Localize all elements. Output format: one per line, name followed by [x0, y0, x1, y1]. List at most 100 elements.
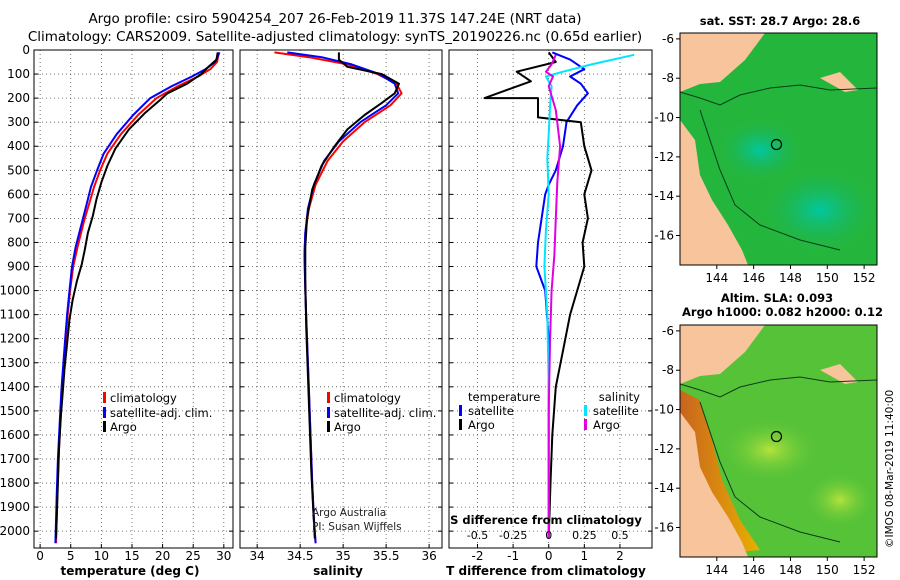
- depth-tick-label: 1700: [0, 452, 30, 466]
- depth-tick-label: 1400: [0, 380, 30, 394]
- latitude-tick-label: -16: [654, 229, 674, 243]
- depth-tick-label: 1300: [0, 356, 30, 370]
- depth-tick-label: 1000: [0, 284, 30, 298]
- series-line-argo: [304, 52, 400, 539]
- depth-tick-label: 600: [7, 187, 30, 201]
- longitude-tick-label: 152: [853, 563, 876, 577]
- latitude-tick-label: -10: [654, 111, 674, 125]
- salinity-series: [274, 51, 403, 544]
- legend-s-satellite-swatch: [584, 405, 587, 416]
- temperature-grid: [34, 49, 233, 548]
- sla-bathymetry-contour: [679, 376, 878, 398]
- legend-t-argo-label: Argo: [468, 418, 495, 432]
- s-difference-axis-label: S difference from climatology: [450, 513, 642, 527]
- difference-legend: temperature satellite Argo salinity sate…: [459, 390, 640, 432]
- latitude-tick-label: -6: [662, 324, 674, 338]
- depth-tick-label: 800: [7, 235, 30, 249]
- x-tick-label: 34.5: [287, 549, 314, 563]
- latitude-tick-label: -16: [654, 521, 674, 535]
- temperature-tick-labels: 0 5 10 15 20 25 30: [36, 549, 231, 563]
- island-land: [820, 364, 858, 384]
- depth-tick-label: 400: [7, 139, 30, 153]
- x-tick-label: 34: [250, 549, 265, 563]
- australia-land: [680, 412, 748, 557]
- s-tick-label: 0.25: [572, 529, 597, 542]
- depth-tick-label: 1900: [0, 500, 30, 514]
- legend-s-argo-label: Argo: [593, 418, 620, 432]
- latitude-tick-label: -14: [654, 189, 674, 203]
- legend-climatology-swatch: [103, 392, 106, 403]
- latitude-tick-label: -12: [654, 442, 674, 456]
- temperature-axis-label: temperature (deg C): [61, 564, 200, 578]
- difference-plot-frame: [448, 49, 653, 549]
- salinity-tick-labels: 34 34.5 35 35.5 36: [250, 549, 437, 563]
- x-tick-label: 0: [545, 549, 553, 563]
- sla-map-frame: [679, 324, 878, 558]
- legend-climatology-label: climatology: [334, 391, 401, 405]
- t-difference-axis-label: T difference from climatology: [446, 564, 646, 578]
- longitude-tick-label: 144: [705, 271, 728, 285]
- sst-latitude-labels: -6 -8 -10 -12 -14 -16: [654, 32, 680, 243]
- series-line-t-argo: [483, 51, 593, 539]
- t-difference-tick-labels: -2 -1 0 1 2: [472, 549, 624, 563]
- series-line-s-satellite: [543, 53, 635, 539]
- s-tick-label: 0: [545, 529, 552, 542]
- legend-t-satellite-label: satellite: [468, 404, 514, 418]
- depth-tick-label: 0: [22, 43, 30, 57]
- temperature-legend: climatology satellite-adj. clim. Argo: [103, 391, 212, 434]
- depth-tick-label: 1600: [0, 428, 30, 442]
- x-tick-label: 15: [124, 549, 139, 563]
- sst-map-frame: [679, 32, 878, 266]
- sla-latitude-labels: -6 -8 -10 -12 -14 -16: [654, 324, 680, 535]
- x-tick-label: 30: [216, 549, 231, 563]
- page-subtitle: Climatology: CARS2009. Satellite-adjuste…: [27, 29, 643, 45]
- salinity-legend: climatology satellite-adj. clim. Argo: [327, 391, 436, 434]
- temperature-plot-frame: [33, 49, 234, 549]
- longitude-tick-label: 148: [779, 271, 802, 285]
- x-tick-label: 5: [67, 549, 75, 563]
- depth-tick-label: 2000: [0, 524, 30, 538]
- depth-tick-label: 1500: [0, 404, 30, 418]
- depth-tick-label: 900: [7, 260, 30, 274]
- sla-map-title: Altim. SLA: 0.093: [720, 291, 834, 305]
- island-land: [820, 72, 858, 92]
- legend-temperature-heading: temperature: [468, 390, 540, 404]
- x-tick-label: 20: [155, 549, 170, 563]
- x-tick-label: 1: [581, 549, 589, 563]
- legend-satellite-label: satellite-adj. clim.: [110, 406, 212, 420]
- depth-tick-label: 100: [7, 67, 30, 81]
- latitude-tick-label: -12: [654, 150, 674, 164]
- legend-s-argo-swatch: [584, 419, 587, 430]
- series-line-satellite-adj-clim-: [54, 51, 221, 544]
- credit-pi: PI: Susan Wijffels: [312, 521, 402, 533]
- series-line-argo: [55, 52, 219, 539]
- depth-tick-labels: 0 100 200 300 400 500 600 700 800 900 1000 1100 1200…: [0, 43, 30, 538]
- argo-float-marker: [770, 430, 783, 443]
- latitude-tick-label: -8: [662, 363, 674, 377]
- x-tick-label: 36: [421, 549, 436, 563]
- legend-argo-swatch: [327, 421, 330, 432]
- s-tick-label: 0.5: [611, 529, 629, 542]
- x-tick-label: 0: [36, 549, 44, 563]
- latitude-tick-label: -8: [662, 71, 674, 85]
- longitude-tick-label: 146: [742, 271, 765, 285]
- legend-salinity-heading: salinity: [599, 390, 640, 404]
- legend-s-satellite-label: satellite: [593, 404, 639, 418]
- legend-argo-label: Argo: [334, 420, 361, 434]
- longitude-tick-label: 150: [816, 271, 839, 285]
- legend-satellite-label: satellite-adj. clim.: [334, 406, 436, 420]
- legend-t-argo-swatch: [459, 419, 462, 430]
- depth-tick-label: 700: [7, 211, 30, 225]
- sla-longitude-labels: 144 146 148 150 152: [705, 557, 876, 577]
- x-tick-label: 10: [94, 549, 109, 563]
- sst-map-title: sat. SST: 28.7 Argo: 28.6: [699, 14, 861, 28]
- legend-climatology-swatch: [327, 392, 330, 403]
- legend-argo-label: Argo: [110, 420, 137, 434]
- australia-land: [680, 120, 748, 265]
- x-tick-label: 2: [616, 549, 624, 563]
- sla-map-subtitle: Argo h1000: 0.082 h2000: 0.12: [682, 305, 884, 319]
